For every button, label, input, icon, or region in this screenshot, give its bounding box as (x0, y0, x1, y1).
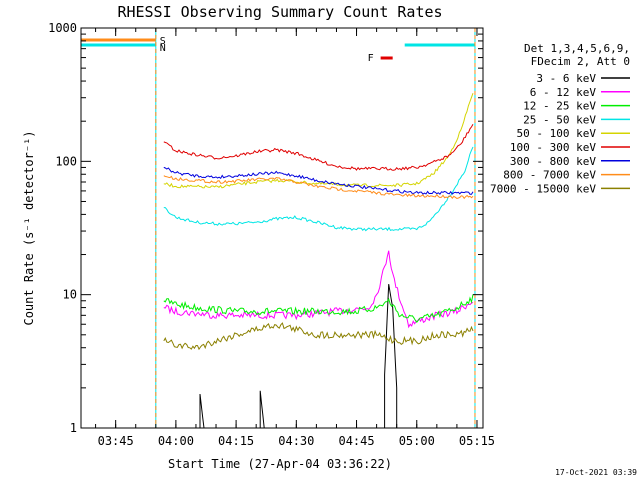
y-tick-label: 100 (55, 154, 77, 168)
saa-label: S (160, 36, 166, 47)
legend-header-line-2: FDecim 2, Att 0 (531, 55, 630, 68)
series-line-6 (163, 124, 474, 171)
y-tick-label: 10 (63, 288, 77, 302)
legend-label: 100 - 300 keV (510, 141, 596, 154)
series-line-2 (163, 250, 474, 329)
series-line-8 (163, 175, 474, 200)
series-line-7 (163, 166, 474, 195)
x-tick-label: 04:30 (278, 434, 314, 448)
chart-title: RHESSI Observing Summary Count Rates (117, 3, 442, 21)
y-tick-label: 1000 (48, 21, 77, 35)
x-axis-ticks: 03:45 04:00 04:15 04:30 04:45 05:00 05:15 (95, 28, 495, 448)
series-line-9 (163, 322, 474, 351)
series-line-5 (163, 93, 474, 189)
y-tick-label: 1 (70, 421, 77, 435)
legend-label: 12 - 25 keV (523, 100, 596, 113)
legend-label: 3 - 6 keV (536, 72, 596, 85)
series-line-3 (163, 294, 474, 324)
night-label: N (160, 43, 166, 54)
legend-header-line-1: Det 1,3,4,5,6,9, (524, 42, 630, 55)
series-line-4 (163, 146, 474, 232)
legend-label: 50 - 100 keV (517, 127, 597, 140)
series-layer (163, 93, 474, 429)
x-tick-label: 04:00 (158, 434, 194, 448)
series-line-1 (199, 284, 398, 429)
x-tick-label: 04:15 (218, 434, 254, 448)
x-tick-label: 05:00 (399, 434, 435, 448)
footer-date: 17-Oct-2021 03:39 (555, 468, 637, 477)
y-axis-label: Count Rate (s⁻¹ detector⁻¹) (22, 130, 36, 325)
legend-label: 800 - 7000 keV (503, 169, 596, 182)
y-axis-ticks: 1 10 100 1000 (48, 21, 483, 435)
legend-label: 7000 - 15000 keV (490, 182, 596, 195)
legend-label: 300 - 800 keV (510, 155, 596, 168)
x-tick-label: 04:45 (338, 434, 374, 448)
legend-label: 6 - 12 keV (530, 86, 597, 99)
legend-label: 25 - 50 keV (523, 113, 596, 126)
interval-bands: SN F (80, 28, 476, 428)
plot-frame (80, 27, 484, 429)
x-tick-label: 03:45 (98, 434, 134, 448)
x-axis-label: Start Time (27-Apr-04 03:36:22) (168, 457, 392, 471)
flare-label: F (368, 53, 374, 64)
x-tick-label: 05:15 (459, 434, 495, 448)
